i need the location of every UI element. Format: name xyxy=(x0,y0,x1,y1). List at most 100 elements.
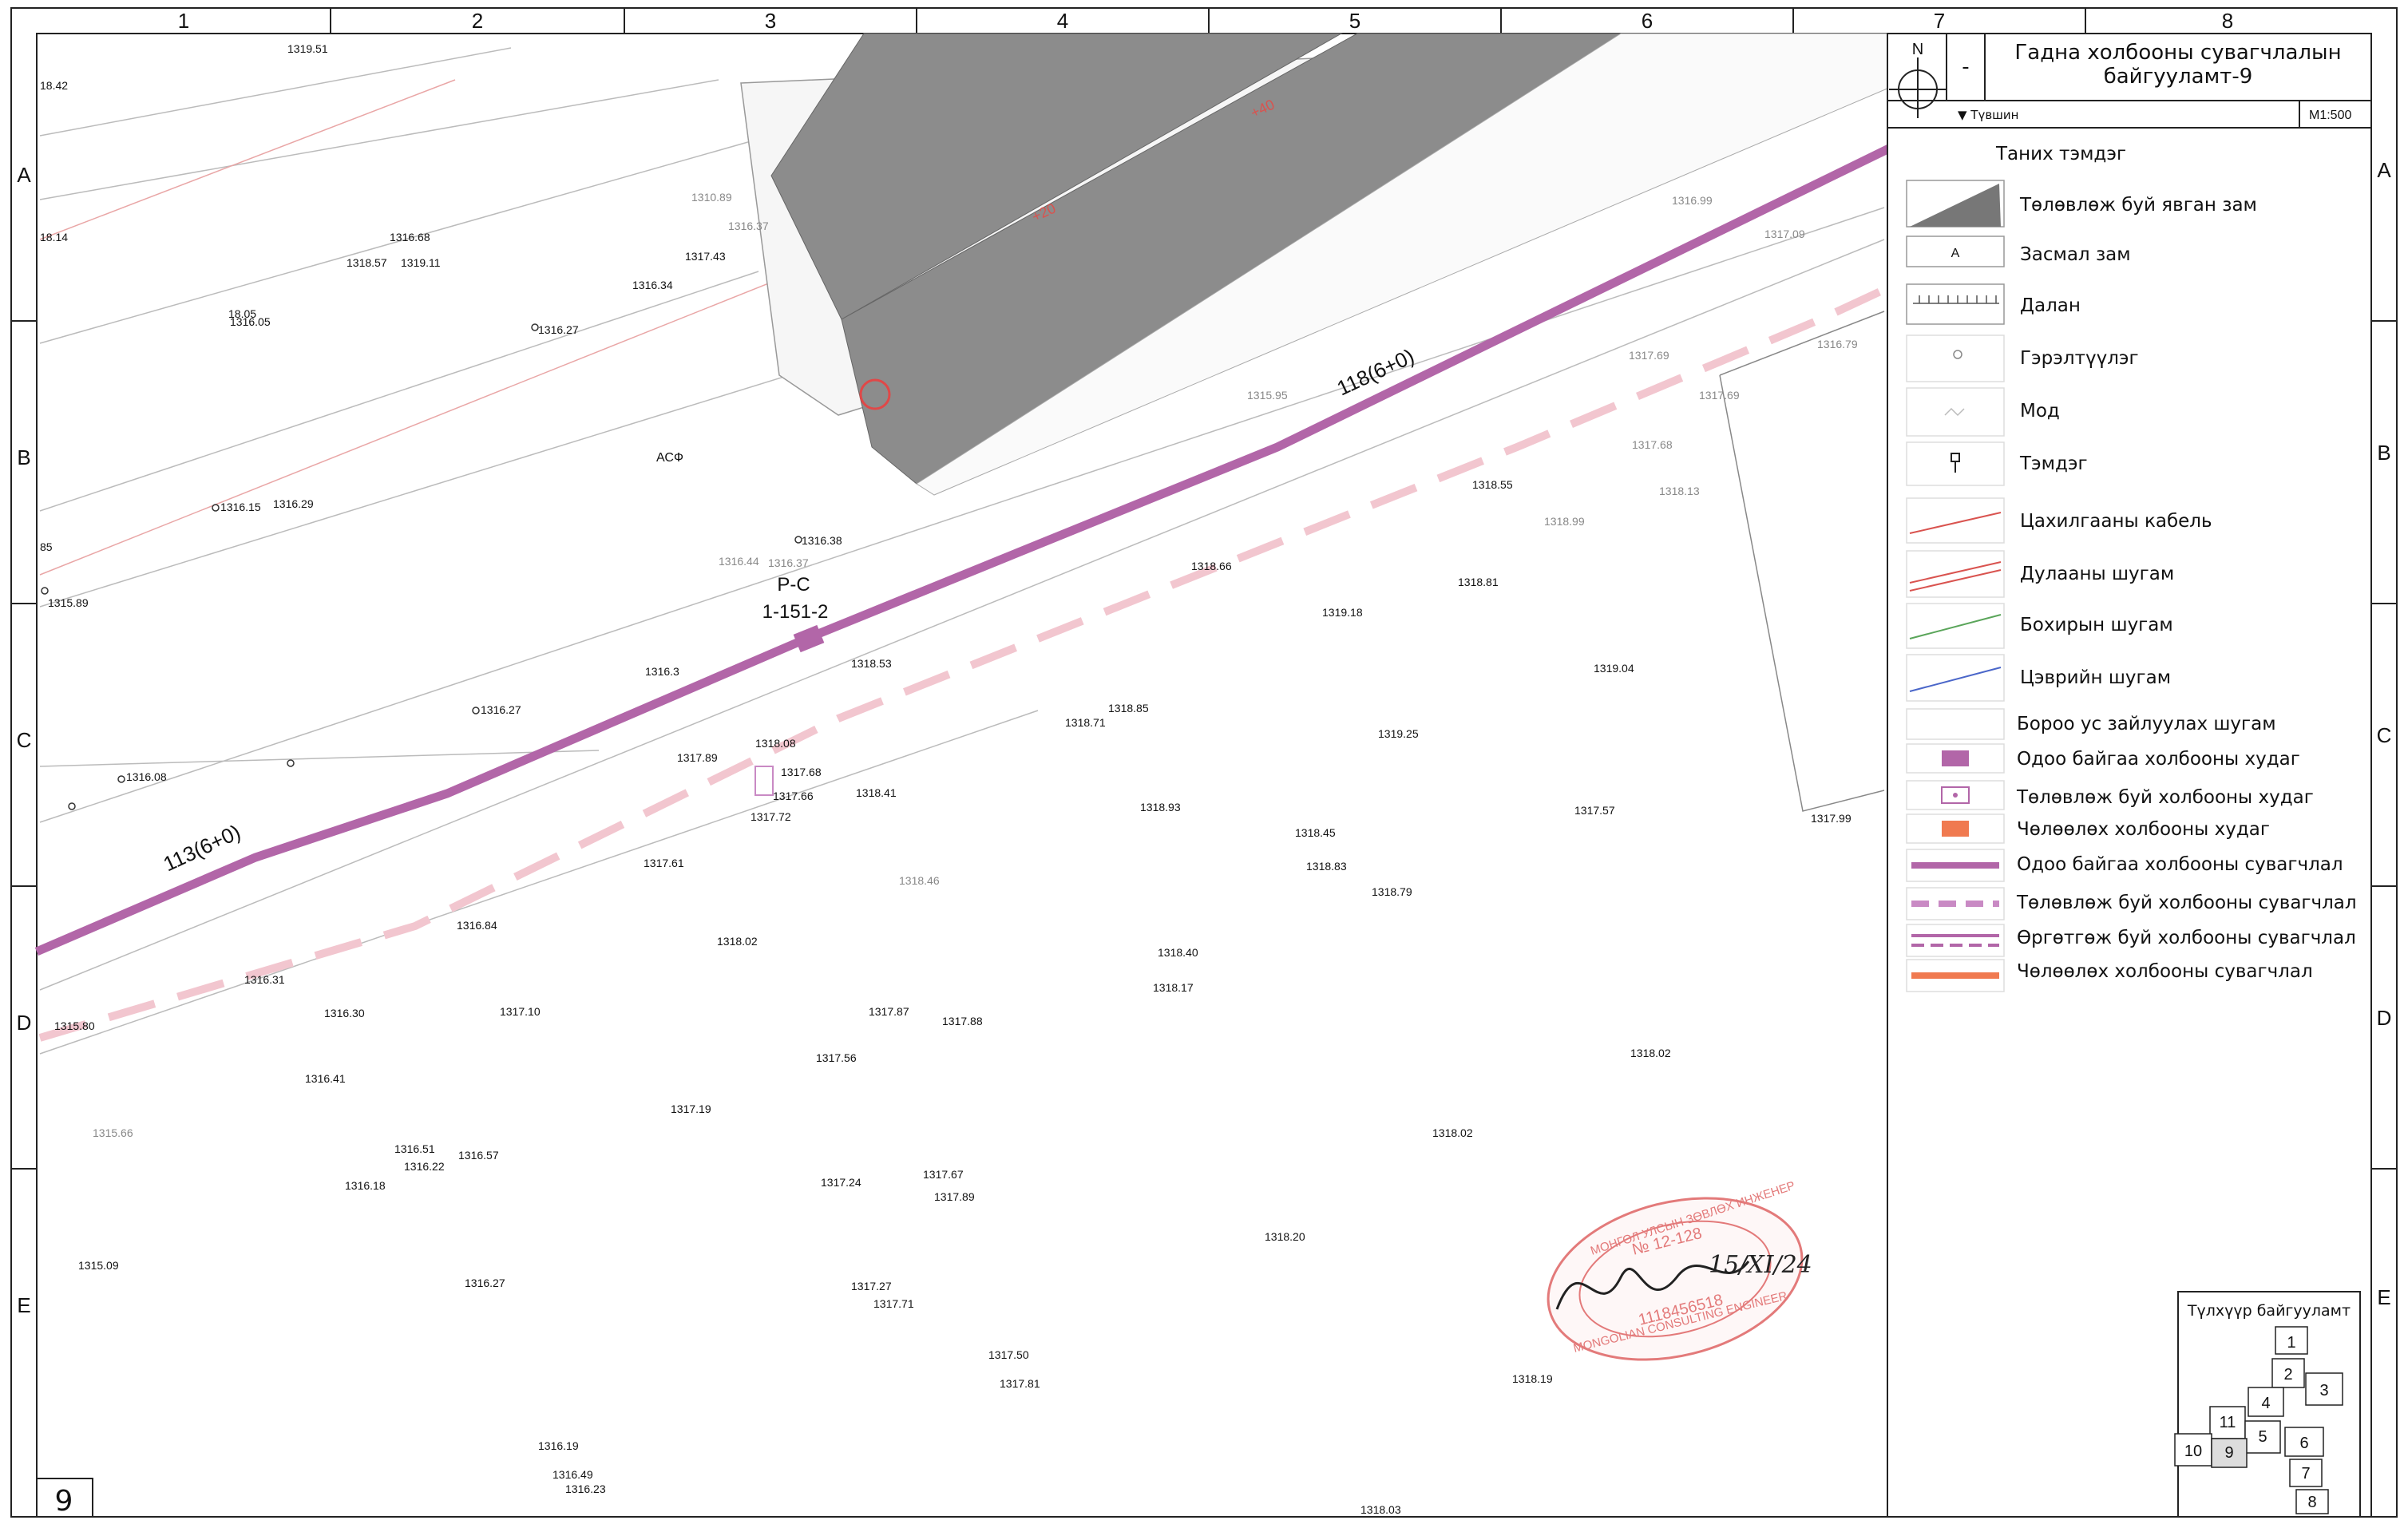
planned-footpath-band xyxy=(770,33,1343,320)
elevation-label: 1317.99 xyxy=(1811,812,1852,825)
key-plan-cell: 7 xyxy=(2301,1465,2310,1482)
planned-footpath-fill xyxy=(1910,184,2001,227)
elevation-label: 1316.27 xyxy=(465,1277,505,1289)
elevation-label: 1317.89 xyxy=(677,751,718,764)
legend-label: Чөлөөлөх холбооны сувагчлал xyxy=(2017,961,2313,982)
elevation-label: 1319.18 xyxy=(1322,606,1363,619)
signature xyxy=(1555,1261,1750,1310)
water-line-swatch xyxy=(1906,654,2005,702)
expanded-duct-swatch xyxy=(1906,924,2005,957)
column-label: 6 xyxy=(1642,9,1653,33)
removal-marker xyxy=(859,378,891,410)
lighting-symbol xyxy=(1906,334,2005,382)
legend-label: Одоо байгаа холбооны худаг xyxy=(2017,749,2300,770)
elevation-label: 1317.57 xyxy=(1574,804,1615,817)
electric-cable-trace xyxy=(39,79,879,576)
elevation-label: 1317.27 xyxy=(851,1280,892,1292)
key-plan-numbers: 1 2 3 4 11 5 6 10 9 7 8 xyxy=(2184,1334,2329,1511)
water-line xyxy=(1909,667,2002,692)
elevation-label: 1317.87 xyxy=(869,1005,909,1018)
elevation-label: 1318.03 xyxy=(1360,1503,1401,1516)
elevation-label: 1316.37 xyxy=(768,556,809,569)
elevation-label: 1317.72 xyxy=(751,810,791,823)
elevation-label: 1318.81 xyxy=(1458,576,1499,588)
building-outline xyxy=(1719,374,1885,812)
legend-label: Цахилгааны кабель xyxy=(2020,511,2212,532)
elevation-label: 1317.19 xyxy=(671,1102,711,1115)
elevation-label: 1316.18 xyxy=(345,1179,386,1192)
elevation-label: 1316.49 xyxy=(552,1468,593,1481)
scale-label: M1:500 xyxy=(2309,109,2351,122)
elevation-label: 1319.11 xyxy=(401,256,441,269)
storm-drain-line-swatch xyxy=(1906,708,2005,740)
heating-line-swatch xyxy=(1906,550,2005,598)
column-label: 4 xyxy=(1057,9,1068,33)
surface-label: АСФ xyxy=(656,451,683,465)
elevation-label: 1316.57 xyxy=(458,1149,499,1162)
elevation-label: 1316.51 xyxy=(394,1142,435,1155)
legend-label: Бохирын шугам xyxy=(2020,615,2173,635)
elevation-label: 1316.99 xyxy=(1672,194,1713,207)
planned-duct-route xyxy=(38,283,1891,1042)
tree-icon xyxy=(1944,407,1965,417)
elevation-label: 1318.46 xyxy=(899,874,940,887)
legend-swatches: A xyxy=(1906,180,2005,992)
drawing-title-line1: Гадна холбооны сувагчлалын xyxy=(2014,41,2341,65)
elevation-label: 1316.3 xyxy=(645,665,679,678)
legend-label: Төлөвлөж буй холбооны сувагчлал xyxy=(2016,893,2357,913)
elevation-label: 1317.68 xyxy=(781,766,822,778)
elevation-label: 1318.93 xyxy=(1140,801,1181,813)
elevation-label: 1317.69 xyxy=(1699,389,1740,402)
legend-panel xyxy=(1887,33,2372,1518)
elevation-label: 1315.66 xyxy=(93,1126,133,1139)
elevation-points: 1319.51 18.42 18.14 1316.68 1318.57 1319… xyxy=(40,42,1858,1516)
sign-icon xyxy=(1951,453,1960,473)
elevation-label: 1316.41 xyxy=(305,1072,346,1085)
lighting-icon xyxy=(1953,350,1962,359)
row-label: D xyxy=(2377,1006,2392,1030)
key-plan-cell: 11 xyxy=(2220,1414,2236,1431)
paved-road-glyph: A xyxy=(1951,247,1960,260)
lighting-symbols xyxy=(41,323,802,810)
key-plan-cell: 9 xyxy=(2224,1444,2233,1462)
elevation-label: 1319.25 xyxy=(1378,727,1419,740)
elevation-label: 1318.83 xyxy=(1306,860,1347,873)
elevation-label: 1318.13 xyxy=(1659,485,1700,497)
elevation-label: 1316.23 xyxy=(565,1482,606,1495)
column-label: 1 xyxy=(178,9,189,33)
building-outline xyxy=(1719,311,1885,376)
row-label: B xyxy=(2377,441,2390,465)
elevation-label: 1316.08 xyxy=(126,770,167,783)
row-label: E xyxy=(2377,1285,2390,1309)
electric-cable-swatch xyxy=(1906,497,2005,544)
legend-label: Бороо ус зайлуулах шугам xyxy=(2017,714,2276,734)
manhole-label-type: P-C xyxy=(777,574,810,596)
elevation-label: 18.14 xyxy=(40,231,68,243)
elevation-label: 1316.30 xyxy=(324,1007,365,1019)
legend-label: Цэврийн шугам xyxy=(2020,667,2171,688)
elevation-label: 1315.09 xyxy=(78,1259,119,1272)
elevation-label: 1318.71 xyxy=(1065,716,1106,729)
key-plan-cell: 3 xyxy=(2319,1382,2328,1399)
column-label: 7 xyxy=(1934,9,1945,33)
row-label: A xyxy=(2377,158,2391,182)
elevation-label: 1319.51 xyxy=(287,42,328,55)
manhole-label-id: 1-151-2 xyxy=(762,601,829,623)
elevation-label: 1316.29 xyxy=(273,497,314,510)
column-dividers xyxy=(330,8,2086,34)
north-arrow-icon: N xyxy=(1889,41,1947,118)
elevation-label: 1317.10 xyxy=(500,1005,541,1018)
elevation-label: 1317.43 xyxy=(685,250,726,263)
elevation-label: 1316.84 xyxy=(457,919,497,932)
elevation-label: 1317.81 xyxy=(1000,1377,1040,1390)
elevation-label: 1318.20 xyxy=(1265,1230,1305,1243)
elevation-label: 18.42 xyxy=(40,79,68,92)
row-label: C xyxy=(17,728,32,752)
embankment-ticks xyxy=(1913,295,1999,304)
elevation-label: 1318.79 xyxy=(1372,885,1412,898)
elevation-label: 1318.02 xyxy=(717,935,758,948)
elevation-label: 1318.55 xyxy=(1472,478,1513,491)
elevation-label: 1318.99 xyxy=(1544,515,1585,528)
elevation-label: 1316.37 xyxy=(728,220,769,232)
